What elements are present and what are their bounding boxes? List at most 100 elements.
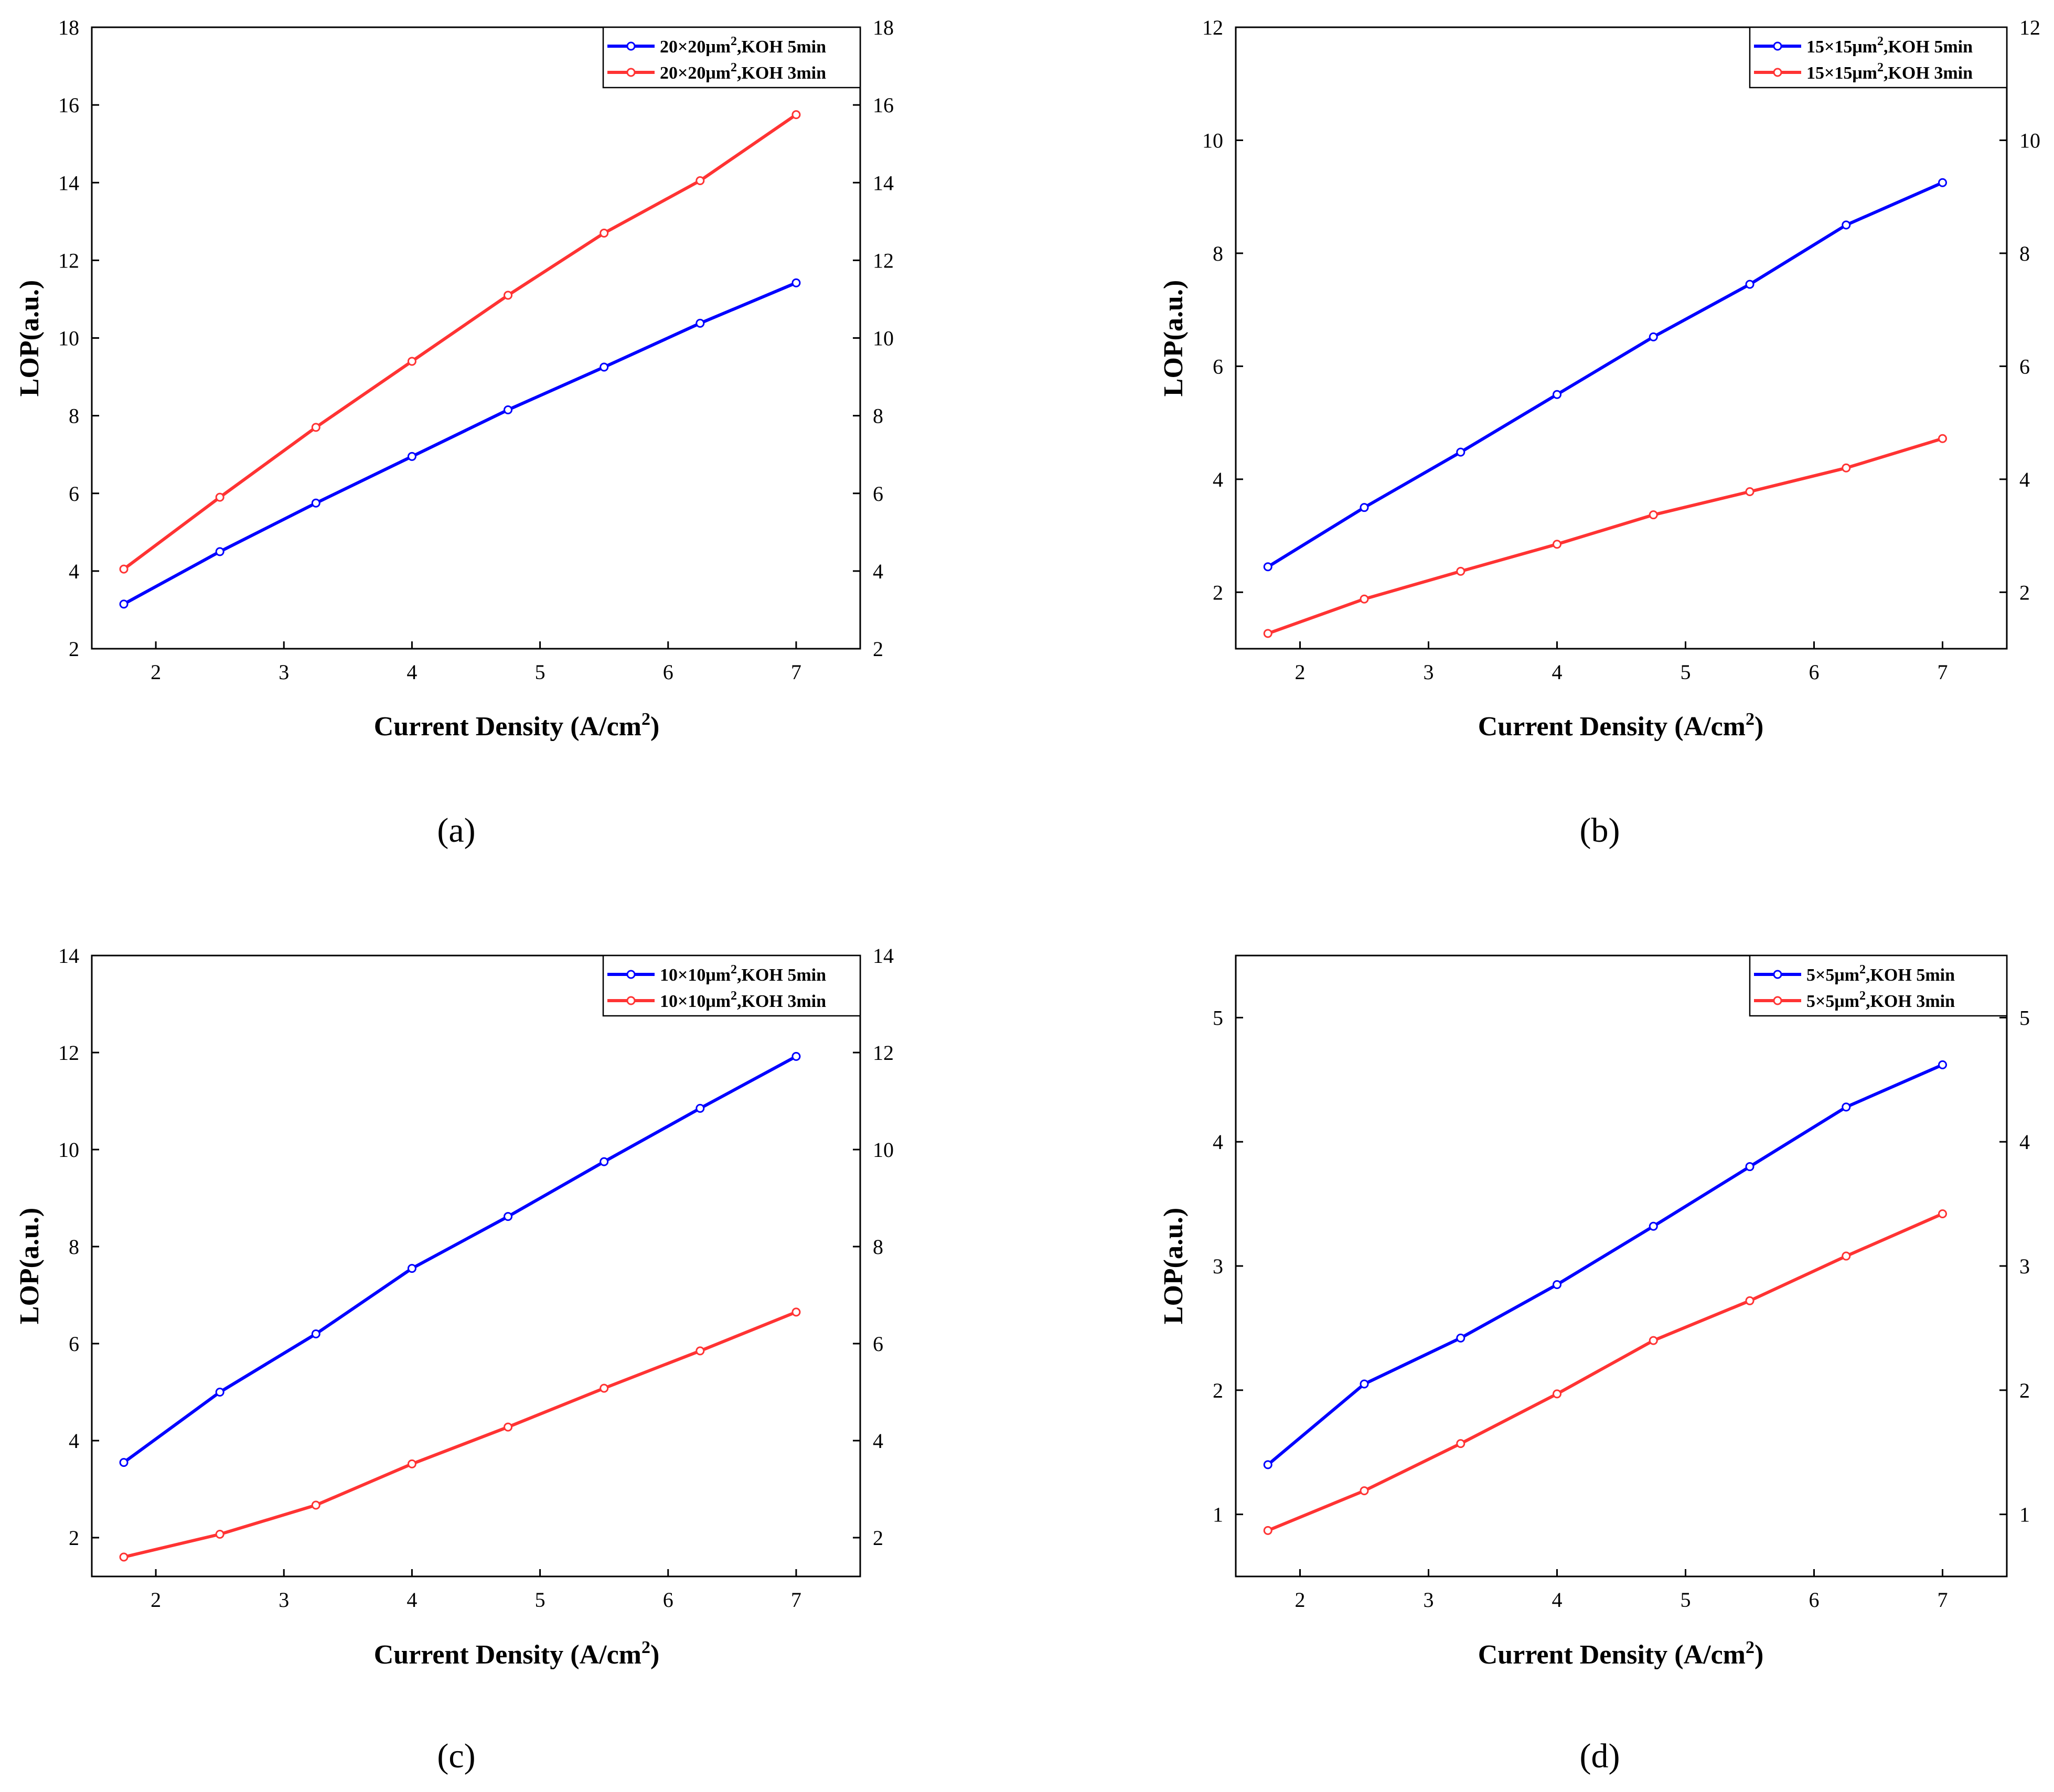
y-tick-label-left: 12 (58, 1041, 79, 1065)
y-tick-label-right: 10 (873, 1138, 894, 1162)
legend-marker (1773, 970, 1782, 979)
x-tick-label: 4 (406, 1588, 417, 1612)
legend-marker (1773, 68, 1782, 77)
chart-panel-b: 2 3 4 5 6 7 2 2 4 4 6 6 8 8 10 10 12 12 Current Density (A… (1159, 16, 2040, 850)
x-tick-label: 4 (1552, 1588, 1563, 1612)
y-tick-label-left: 4 (1213, 1130, 1223, 1154)
data-point: 2.5, 4.5 (215, 547, 224, 556)
data-point: 4, 3.52 (407, 1459, 416, 1468)
data-point: 2.5, 2.07 (215, 1530, 224, 1539)
series-line-2 (1267, 437, 1943, 635)
y-tick-label-right: 14 (873, 944, 894, 968)
plot-frame (91, 954, 861, 1578)
x-tick-label: 5 (1681, 1588, 1691, 1612)
x-axis-label: Current Density (A/cm2) (374, 1638, 660, 1670)
data-point: 4, 2.85 (1553, 1280, 1561, 1290)
data-point: 4.75, 11.1 (504, 291, 513, 300)
series-line-2 (123, 113, 797, 571)
y-tick-label-left: 2 (69, 1526, 79, 1550)
data-point: 6.25, 8.5 (1842, 220, 1851, 230)
x-tick-label: 7 (791, 660, 801, 684)
data-point: 7, 9.25 (1938, 178, 1947, 187)
y-tick-label-left: 14 (58, 171, 79, 195)
data-point: 5.5, 9.25 (600, 362, 609, 372)
series-line-2 (123, 1311, 797, 1559)
y-tick-label-left: 14 (58, 944, 79, 968)
data-point: 3.25, 6.2 (311, 1329, 320, 1338)
data-point: 3.25, 5.75 (311, 498, 320, 508)
data-point: 7, 11.42 (791, 278, 801, 287)
data-point: 4, 9.4 (407, 357, 416, 366)
y-tick-label-right: 4 (2019, 1130, 2030, 1154)
y-tick-label-left: 12 (58, 249, 79, 272)
series-line-2 (1267, 1212, 1943, 1532)
legend-box (1749, 26, 2008, 89)
data-point: 1.75, 1.27 (1263, 629, 1272, 638)
y-tick-label-left: 6 (69, 482, 79, 506)
y-tick-label-left: 10 (58, 1138, 79, 1162)
legend-marker (626, 996, 636, 1005)
legend-entry-2: 5×5μm2,KOH 3min (1806, 989, 1955, 1011)
y-axis-label: LOP(a.u.) (1159, 1208, 1189, 1324)
y-tick-label-right: 3 (2019, 1254, 2030, 1278)
data-point: 6.25, 3.08 (1842, 1251, 1851, 1261)
data-point: 3.25, 7.7 (311, 423, 320, 432)
x-tick-label: 4 (1552, 660, 1563, 684)
y-tick-label-right: 2 (2019, 1379, 2030, 1402)
y-tick-label-left: 2 (69, 637, 79, 661)
data-point: 4, 5.5 (1553, 390, 1561, 399)
x-tick-label: 2 (151, 660, 161, 684)
y-tick-label-left: 12 (1202, 16, 1223, 39)
legend-marker (626, 68, 636, 77)
y-tick-label-left: 2 (1213, 581, 1223, 604)
x-tick-label: 4 (406, 660, 417, 684)
x-tick-label: 3 (279, 660, 289, 684)
y-tick-label-right: 6 (873, 482, 883, 506)
y-tick-label-right: 10 (2019, 128, 2040, 152)
y-tick-label-left: 3 (1213, 1254, 1223, 1278)
data-point: 7, 15.75 (791, 110, 801, 120)
x-tick-label: 2 (151, 1588, 161, 1612)
y-tick-label-right: 8 (873, 404, 883, 428)
y-tick-label-left: 16 (58, 93, 79, 117)
data-point: 7, 4.62 (1938, 1060, 1947, 1069)
data-point: 3.25, 4.48 (1456, 447, 1465, 457)
data-point: 6.25, 4.2 (1842, 463, 1851, 473)
y-tick-label-right: 18 (873, 16, 894, 39)
panel-caption: (a) (437, 811, 475, 850)
legend-entry-2: 10×10μm2,KOH 3min (660, 989, 826, 1011)
legend-marker (626, 41, 636, 51)
data-point: 1.75, 1.6 (119, 1552, 129, 1562)
legend-box (602, 954, 861, 1017)
series-line-1 (1267, 1063, 1943, 1466)
y-tick-label-left: 10 (1202, 128, 1223, 152)
y-axis-label: LOP(a.u.) (1159, 280, 1189, 396)
panel-caption: (d) (1580, 1737, 1620, 1775)
x-axis-label: Current Density (A/cm2) (1478, 710, 1764, 742)
x-tick-label: 3 (1424, 1588, 1434, 1612)
data-point: 2.5, 5.9 (215, 492, 224, 502)
plot-frame (1235, 26, 2008, 650)
data-point: 2.5, 5 (215, 1388, 224, 1397)
x-tick-label: 6 (663, 1588, 673, 1612)
x-tick-label: 7 (1938, 1588, 1948, 1612)
legend-marker (1773, 41, 1782, 51)
x-tick-label: 2 (1295, 660, 1306, 684)
y-tick-label-right: 12 (873, 249, 894, 272)
y-tick-label-left: 4 (69, 560, 79, 583)
y-tick-label-left: 10 (58, 327, 79, 350)
data-point: 6.25, 14.05 (696, 176, 705, 186)
data-point: 2.5, 1.19 (1360, 1486, 1369, 1496)
y-tick-label-left: 5 (1213, 1006, 1223, 1029)
data-point: 4, 7.55 (407, 1264, 416, 1273)
x-tick-label: 6 (663, 660, 673, 684)
panel-caption: (b) (1580, 811, 1620, 850)
data-point: 4.75, 3.37 (1649, 510, 1658, 520)
y-tick-label-left: 6 (69, 1332, 79, 1356)
x-axis-label: Current Density (A/cm2) (1478, 1638, 1764, 1670)
series-line-1 (123, 281, 797, 606)
y-tick-label-left: 8 (69, 1235, 79, 1259)
y-tick-label-left: 6 (1213, 355, 1223, 378)
data-point: 6.25, 4.28 (1842, 1102, 1851, 1112)
